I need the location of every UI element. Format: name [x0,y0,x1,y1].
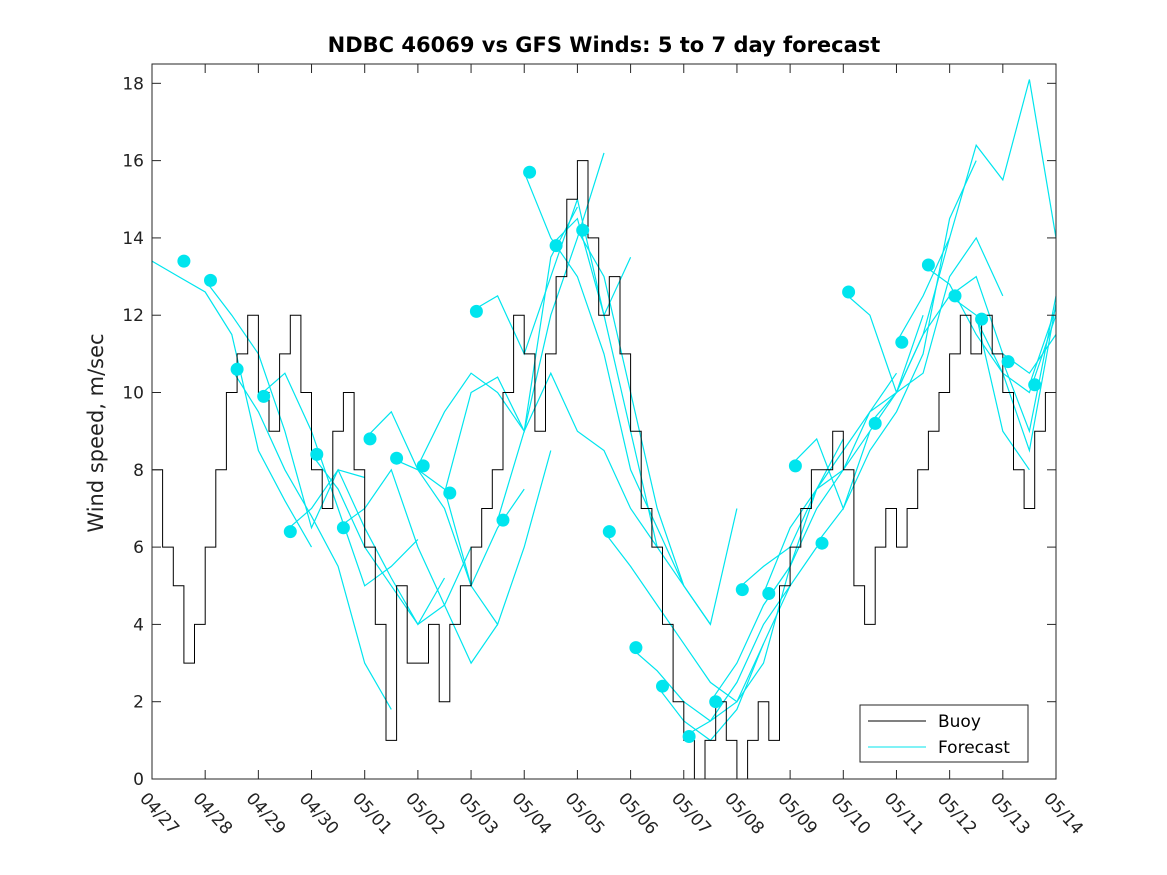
forecast-line-21 [736,372,897,591]
y-tick-label-6: 12 [122,306,144,326]
forecast-marker-11 [469,304,483,318]
forecast-marker-19 [682,730,696,743]
forecast-marker-12 [496,513,510,527]
forecast-marker-14 [549,239,563,253]
forecast-marker-24 [815,536,829,550]
y-tick-label-5: 10 [122,384,144,404]
x-tick-label-10: 05/07 [667,789,715,839]
forecast-marker-30 [975,312,989,326]
forecast-marker-28 [921,258,935,272]
y-axis: 0 2 4 6 8 10 12 14 16 18 [122,74,1056,790]
forecast-line-5 [311,454,472,626]
forecast-line-9 [417,206,578,467]
forecast-marker-32 [1028,378,1042,392]
y-tick-label-4: 8 [133,461,144,481]
forecast-marker-2 [230,362,244,376]
forecast-marker-29 [948,289,962,303]
forecast-marker-31 [1001,355,1015,369]
legend-buoy-label: Buoy [938,712,981,732]
buoy-series-group [152,160,1057,780]
x-tick-label-9: 05/06 [614,789,662,839]
forecast-line-27 [895,79,1057,343]
forecast-marker-23 [788,459,802,473]
forecast-marker-21 [735,583,749,597]
forecast-marker-9 [416,459,430,473]
x-tick-label-11: 05/08 [720,789,768,839]
forecast-marker-5 [310,447,324,461]
forecast-line-2 [231,368,392,710]
forecast-marker-10 [443,486,457,500]
forecast-marker-18 [656,679,669,693]
forecast-line-6 [337,468,499,665]
forecast-line-0 [151,260,313,548]
x-tick-label-8: 05/05 [561,789,609,839]
forecast-line-18 [656,546,818,742]
forecast-line-13 [523,171,685,587]
x-tick-label-12: 05/09 [773,789,821,839]
forecast-marker-group [177,165,1042,743]
forecast-line-1 [204,280,365,530]
legend-box [859,704,1029,763]
forecast-line-31 [1002,295,1057,434]
forecast-marker-16 [602,525,616,539]
y-axis-label: Wind speed, m/sec [84,333,108,532]
y-tick-label-2: 4 [133,615,144,635]
forecast-marker-15 [576,223,590,237]
forecast-marker-22 [762,587,776,600]
x-tick-label-5: 05/02 [401,789,449,839]
forecast-line-7 [364,410,525,588]
y-tick-label-3: 6 [133,538,144,558]
chart-title: NDBC 46069 vs GFS Winds: 5 to 7 day fore… [328,33,881,57]
forecast-line-23 [789,237,951,511]
buoy-line [152,160,1057,780]
forecast-marker-7 [363,432,377,446]
x-tick-label-3: 04/30 [295,789,343,839]
forecast-line-30 [975,303,1057,453]
legend-forecast-label: Forecast [938,738,1010,758]
forecast-line-25 [842,236,1004,394]
forecast-line-19 [683,438,844,738]
x-tick-label-15: 05/12 [933,789,981,839]
forecast-marker-8 [390,451,404,465]
forecast-marker-26 [868,416,882,430]
x-tick-label-14: 05/11 [880,789,928,839]
x-tick-label-7: 05/04 [507,789,555,839]
y-tick-label-0: 0 [133,770,144,790]
forecast-marker-25 [842,285,856,299]
forecast-marker-17 [629,641,643,655]
forecast-marker-1 [204,273,217,287]
x-tick-label-2: 04/29 [242,789,290,839]
forecast-line-24 [816,160,977,544]
forecast-line-32 [1028,307,1057,385]
forecast-marker-6 [336,521,350,535]
y-tick-label-9: 18 [122,74,144,94]
x-tick-label-4: 05/01 [348,789,396,839]
y-tick-label-8: 16 [122,152,144,172]
x-tick-label-6: 05/03 [454,789,502,839]
x-tick-label-13: 05/10 [827,789,875,839]
y-tick-label-1: 2 [133,693,144,713]
forecast-marker-27 [895,335,909,349]
legend: Buoy Forecast [859,704,1029,763]
x-tick-label-17: 05/14 [1039,789,1087,839]
forecast-line-8 [391,450,552,626]
forecast-marker-13 [523,165,537,179]
forecast-line-3 [258,372,419,587]
forecast-marker-3 [257,389,271,403]
x-tick-label-0: 04/27 [135,789,183,839]
plot-frame [151,63,1057,780]
forecast-line-12 [497,371,658,548]
x-tick-label-16: 05/13 [986,789,1034,839]
y-tick-label-7: 14 [122,229,144,249]
forecast-marker-0 [177,254,191,268]
plot-area [151,79,1057,780]
forecast-marker-4 [283,525,297,539]
forecast-line-11 [470,197,632,356]
forecast-line-15 [576,229,738,626]
x-tick-label-1: 04/28 [188,789,236,839]
forecast-marker-20 [709,695,723,709]
forecast-series-group [151,79,1057,742]
